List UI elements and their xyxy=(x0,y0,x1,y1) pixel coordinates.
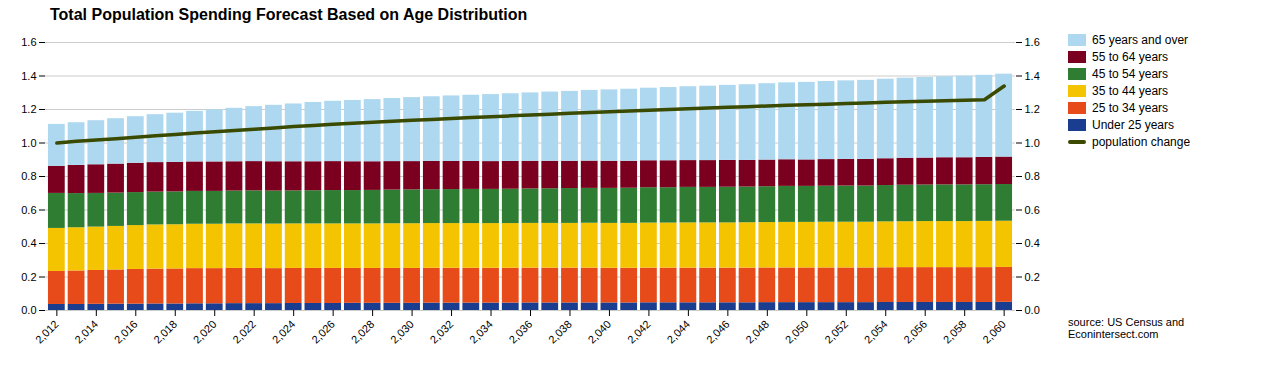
svg-text:1.0: 1.0 xyxy=(1025,137,1040,149)
svg-text:1.6: 1.6 xyxy=(21,36,36,48)
svg-text:0.8: 0.8 xyxy=(21,170,36,182)
svg-text:2,048: 2,048 xyxy=(743,318,771,346)
svg-text:2,026: 2,026 xyxy=(309,318,337,346)
svg-text:0.2: 0.2 xyxy=(1025,271,1040,283)
svg-text:1.2: 1.2 xyxy=(1025,103,1040,115)
svg-text:0.0: 0.0 xyxy=(21,304,36,316)
html-text:Under 25 years: Under 25 years xyxy=(1092,118,1174,132)
html-text:55 to 64 years: 55 to 64 years xyxy=(1092,50,1169,64)
svg-text:1.6: 1.6 xyxy=(1025,36,1040,48)
html-text:45 to 54 years: 45 to 54 years xyxy=(1092,67,1169,81)
svg-text:2,032: 2,032 xyxy=(428,318,456,346)
html-text:Total Population Spending Fore: Total Population Spending Forecast Based… xyxy=(50,6,528,23)
html-text:65 years and over: 65 years and over xyxy=(1092,33,1189,47)
svg-text:2,034: 2,034 xyxy=(467,318,495,346)
svg-text:2,020: 2,020 xyxy=(191,318,219,346)
svg-text:2,058: 2,058 xyxy=(941,318,969,346)
svg-text:2,038: 2,038 xyxy=(546,318,574,346)
svg-text:0.8: 0.8 xyxy=(1025,170,1040,182)
html-text:source: US Census and Econinte: source: US Census and Econintersect.com xyxy=(1068,316,1185,340)
svg-text:2,016: 2,016 xyxy=(112,318,140,346)
svg-text:1.4: 1.4 xyxy=(21,70,36,82)
svg-text:2,052: 2,052 xyxy=(822,318,850,346)
html-text:35 to 44 years: 35 to 44 years xyxy=(1092,84,1169,98)
svg-text:2,024: 2,024 xyxy=(270,318,298,346)
svg-text:1.4: 1.4 xyxy=(1025,70,1040,82)
svg-text:2,028: 2,028 xyxy=(349,318,377,346)
svg-text:0.4: 0.4 xyxy=(1025,237,1040,249)
svg-text:0.6: 0.6 xyxy=(1025,204,1040,216)
svg-text:2,042: 2,042 xyxy=(625,318,653,346)
svg-text:1.0: 1.0 xyxy=(21,137,36,149)
svg-text:2,030: 2,030 xyxy=(388,318,416,346)
svg-text:0.0: 0.0 xyxy=(1025,304,1040,316)
svg-text:2,036: 2,036 xyxy=(506,318,534,346)
svg-text:0.4: 0.4 xyxy=(21,237,36,249)
svg-text:0.6: 0.6 xyxy=(21,204,36,216)
svg-text:0.2: 0.2 xyxy=(21,271,36,283)
svg-text:2,044: 2,044 xyxy=(664,318,692,346)
svg-text:2,054: 2,054 xyxy=(862,318,890,346)
svg-text:2,022: 2,022 xyxy=(230,318,258,346)
svg-text:2,060: 2,060 xyxy=(980,318,1008,346)
svg-text:2,018: 2,018 xyxy=(151,318,179,346)
html-text:population change: population change xyxy=(1092,135,1191,149)
svg-text:2,012: 2,012 xyxy=(33,318,61,346)
svg-text:2,050: 2,050 xyxy=(783,318,811,346)
svg-text:2,014: 2,014 xyxy=(72,318,100,346)
svg-text:1.2: 1.2 xyxy=(21,103,36,115)
html-text:25 to 34 years: 25 to 34 years xyxy=(1092,101,1169,115)
svg-text:2,040: 2,040 xyxy=(585,318,613,346)
svg-text:2,046: 2,046 xyxy=(704,318,732,346)
svg-text:2,056: 2,056 xyxy=(901,318,929,346)
